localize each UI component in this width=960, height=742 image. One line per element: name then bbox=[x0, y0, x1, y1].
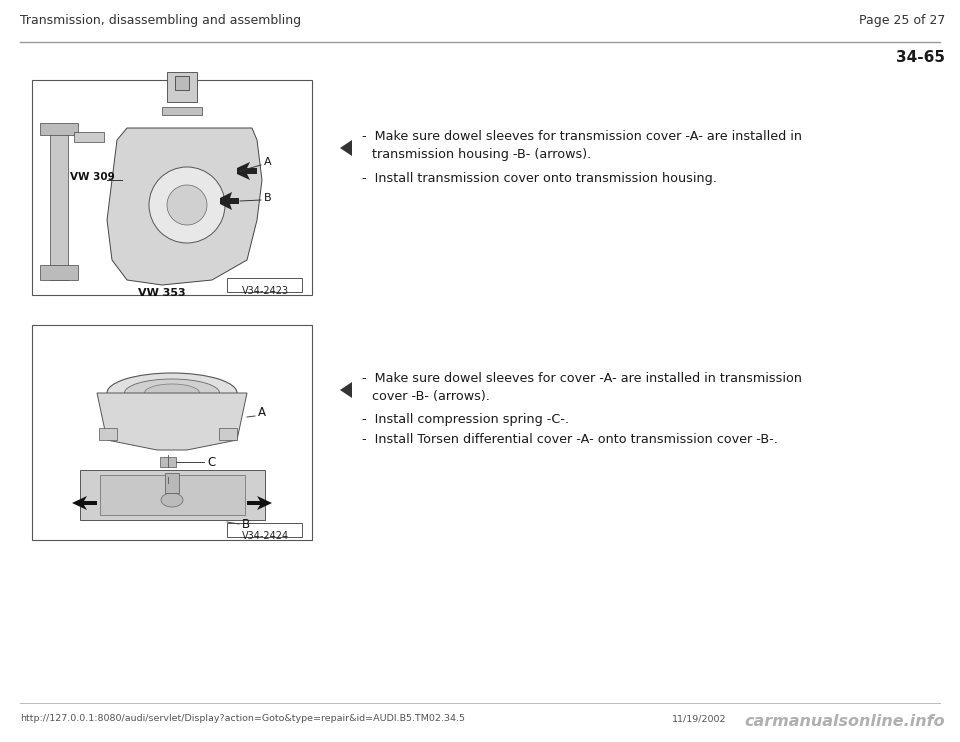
Text: V34-2423: V34-2423 bbox=[241, 286, 289, 296]
Text: -  Make sure dowel sleeves for cover -A- are installed in transmission: - Make sure dowel sleeves for cover -A- … bbox=[362, 372, 802, 385]
Text: A: A bbox=[258, 407, 266, 419]
Polygon shape bbox=[97, 393, 247, 450]
Bar bbox=[175, 76, 189, 90]
Polygon shape bbox=[340, 382, 352, 398]
Text: 34-65: 34-65 bbox=[896, 50, 945, 65]
Bar bbox=[100, 475, 245, 515]
Bar bbox=[160, 457, 176, 467]
Bar bbox=[99, 428, 117, 440]
Bar bbox=[162, 107, 202, 115]
Text: B: B bbox=[264, 193, 272, 203]
Bar bbox=[227, 523, 302, 537]
Text: http://127.0.0.1:8080/audi/servlet/Display?action=Goto&type=repair&id=AUDI.B5.TM: http://127.0.0.1:8080/audi/servlet/Displ… bbox=[20, 714, 465, 723]
Text: cover -B- (arrows).: cover -B- (arrows). bbox=[372, 390, 490, 403]
Ellipse shape bbox=[125, 379, 220, 407]
Bar bbox=[219, 428, 237, 440]
Text: -  Make sure dowel sleeves for transmission cover -A- are installed in: - Make sure dowel sleeves for transmissi… bbox=[362, 130, 802, 143]
Bar bbox=[32, 80, 312, 295]
Text: B: B bbox=[242, 517, 251, 531]
Text: transmission housing -B- (arrows).: transmission housing -B- (arrows). bbox=[372, 148, 591, 161]
Text: VW 353: VW 353 bbox=[138, 288, 186, 298]
Text: -  Install transmission cover onto transmission housing.: - Install transmission cover onto transm… bbox=[362, 172, 717, 185]
Circle shape bbox=[167, 185, 207, 225]
Bar bbox=[167, 72, 197, 102]
Polygon shape bbox=[340, 140, 352, 156]
Polygon shape bbox=[237, 162, 257, 180]
Text: Page 25 of 27: Page 25 of 27 bbox=[858, 14, 945, 27]
Text: C: C bbox=[207, 456, 215, 468]
Bar bbox=[40, 123, 78, 135]
Ellipse shape bbox=[145, 384, 200, 402]
Polygon shape bbox=[72, 496, 97, 510]
Bar bbox=[227, 278, 302, 292]
Text: carmanualsonline.info: carmanualsonline.info bbox=[744, 714, 945, 729]
Polygon shape bbox=[247, 496, 272, 510]
Ellipse shape bbox=[161, 493, 183, 507]
Text: -  Install compression spring -C-.: - Install compression spring -C-. bbox=[362, 413, 569, 426]
Polygon shape bbox=[107, 128, 262, 285]
Text: V34-2424: V34-2424 bbox=[241, 531, 289, 541]
Bar bbox=[80, 470, 265, 520]
Text: Transmission, disassembling and assembling: Transmission, disassembling and assembli… bbox=[20, 14, 301, 27]
Text: A: A bbox=[264, 157, 272, 167]
Bar bbox=[40, 265, 78, 280]
Ellipse shape bbox=[107, 373, 237, 413]
Bar bbox=[32, 325, 312, 540]
Text: 11/19/2002: 11/19/2002 bbox=[672, 714, 727, 723]
Text: -  Install Torsen differential cover -A- onto transmission cover -B-.: - Install Torsen differential cover -A- … bbox=[362, 433, 778, 446]
Text: VW 309: VW 309 bbox=[70, 172, 115, 182]
Bar bbox=[165, 473, 179, 493]
Circle shape bbox=[149, 167, 225, 243]
Polygon shape bbox=[220, 192, 239, 210]
Bar bbox=[74, 132, 104, 142]
Bar bbox=[50, 125, 68, 280]
